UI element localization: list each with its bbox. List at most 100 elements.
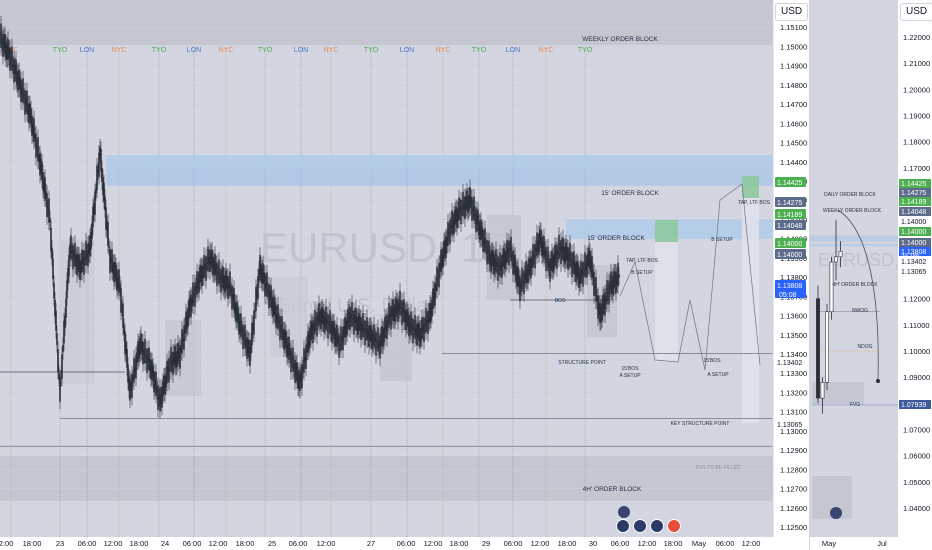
candle-body [302,367,304,371]
candle-body [4,34,6,54]
candle-body [498,265,500,268]
candle-body [275,305,277,328]
candle-body [180,347,182,352]
candle-body [507,247,509,256]
candle-body [39,153,41,176]
candle-body [125,341,127,356]
candle-body [263,272,265,284]
candle-body [140,333,142,354]
price-tick-label: 1.13400 [780,350,807,359]
candle-body [470,197,472,207]
main-price-axis [773,0,809,550]
time-tick-label: 06:00 [78,539,97,548]
weekly-annotation: 4H' ORDER BLOCK [832,282,878,288]
candle-body [48,198,50,223]
candle-body [292,347,294,372]
candle-body [94,191,96,215]
session-label: LON [400,47,414,54]
weekly-price-tick: 1.22000 [903,33,930,42]
flag-icon[interactable] [667,519,681,533]
candle-body [354,315,356,324]
candle-body [580,260,582,284]
candle-body [266,272,268,297]
weekly-annotation: NDOG [858,344,873,350]
candle-body [378,340,380,348]
weekly-time-axis [810,537,898,550]
candle-body [489,253,491,265]
candle-body [534,243,536,269]
candle-body [581,270,583,276]
candle-body [305,345,307,369]
candle-body [47,207,49,210]
time-tick-label: 2:00 [0,539,13,548]
candle-body [482,229,484,252]
candle-body [146,348,148,374]
candle-body [555,249,557,260]
dividend-icon[interactable] [618,506,630,518]
price-tick-label: 1.13300 [780,369,807,378]
candle-body [401,300,403,326]
weekly-price-badge [899,179,931,188]
candle-body [576,261,578,278]
price-tick-label: 1.14400 [780,158,807,167]
price-tick-label: 1.14600 [780,119,807,128]
candle-body [408,315,410,337]
candle-body [368,325,370,347]
candle-body [18,70,20,90]
candle-body [402,308,404,314]
candle-body [379,335,381,359]
time-tick-label: 12:00 [424,539,443,548]
candle-body [23,95,25,97]
economic-event-icon[interactable] [616,519,630,533]
candle-body [433,289,435,301]
candle-body [374,335,376,342]
weekly-price-tick: 1.20000 [903,85,930,94]
candle-body [95,189,97,194]
candle-body [564,246,566,265]
candle-body [276,313,278,322]
candle-body [390,305,392,330]
candle-body [501,255,503,278]
candle-body [35,133,37,158]
candle-body [342,327,344,351]
candle-body [294,359,296,383]
candle-body [523,269,525,295]
main-currency-badge[interactable]: USD [775,3,809,21]
weekly-price-value: 1.13402 [901,259,926,266]
candle-body [34,134,36,140]
weekly-price-tick: 1.18000 [903,138,930,147]
candle-body [42,172,44,191]
candle-body [248,339,250,358]
candle-body [17,72,19,91]
candle-body [26,90,28,114]
candle-body [544,248,546,256]
candle-body [557,250,559,255]
dividend-icon[interactable] [830,507,842,519]
candle-body [602,294,604,315]
candle-body [272,298,274,317]
candle-body [265,283,267,288]
candle-body [241,328,243,333]
candle-body [69,244,71,254]
candle-body [210,251,212,265]
economic-event-icon[interactable] [633,519,647,533]
time-tick-label: 24 [161,539,169,548]
candle-body [112,262,114,274]
4h-ob-zone [0,456,773,501]
price-tick-label: 1.14100 [780,215,807,224]
chart-annotation: B SETUP [711,237,733,243]
price-tick-label: 1.12800 [780,465,807,474]
candle-body [235,302,237,323]
candle-body [388,303,390,328]
candle-body [496,261,498,267]
weekly-currency-badge[interactable]: USD [900,3,932,21]
economic-event-icon[interactable] [650,519,664,533]
time-tick-label: 06:00 [397,539,416,548]
candle-body [152,365,154,381]
time-tick-label: 06:00 [716,539,735,548]
candle-body [254,310,256,312]
candle-body [398,304,400,312]
candle-body [123,326,125,334]
